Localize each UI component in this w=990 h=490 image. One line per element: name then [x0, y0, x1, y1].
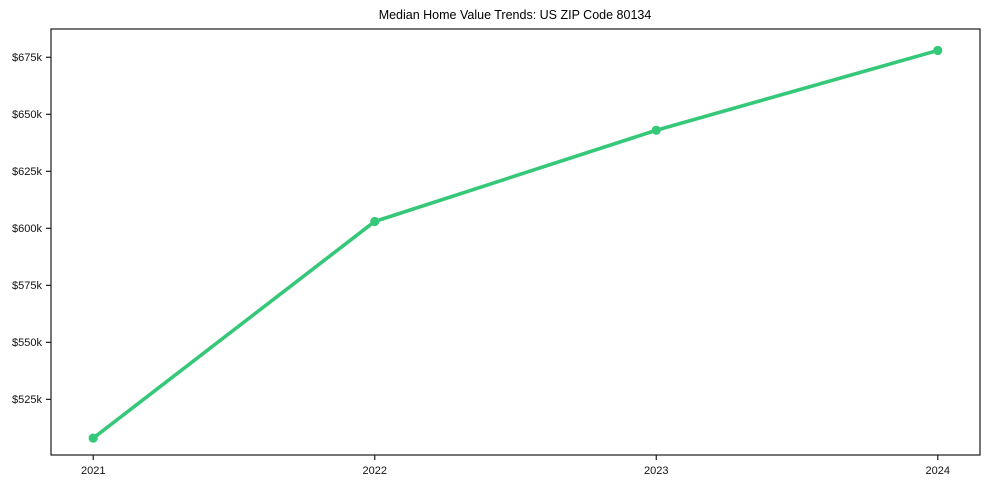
data-point — [370, 216, 380, 227]
y-tick-label: $525k — [12, 394, 42, 406]
y-tick-label: $575k — [12, 280, 42, 292]
plot-border — [50, 28, 981, 456]
plot-area: $525k $550k $575k $600k $625k $650k $675k 2021 2… — [12, 28, 981, 477]
y-tick-label: $550k — [12, 337, 42, 349]
x-tick-label: 2024 — [926, 465, 950, 477]
x-tick-label: 2021 — [81, 465, 105, 477]
y-tick-label: $675k — [12, 52, 42, 64]
x-tick-label: 2022 — [363, 465, 387, 477]
data-point — [88, 433, 98, 443]
data-point — [933, 45, 943, 56]
trend-line — [91, 48, 940, 440]
chart-title: Median Home Value Trends: US ZIP Code 80… — [379, 8, 652, 22]
y-tick-label: $600k — [12, 223, 42, 235]
data-point — [651, 125, 661, 135]
y-tick-label: $650k — [12, 109, 42, 121]
y-tick-label: $625k — [12, 166, 42, 178]
x-tick-label: 2023 — [644, 465, 668, 477]
